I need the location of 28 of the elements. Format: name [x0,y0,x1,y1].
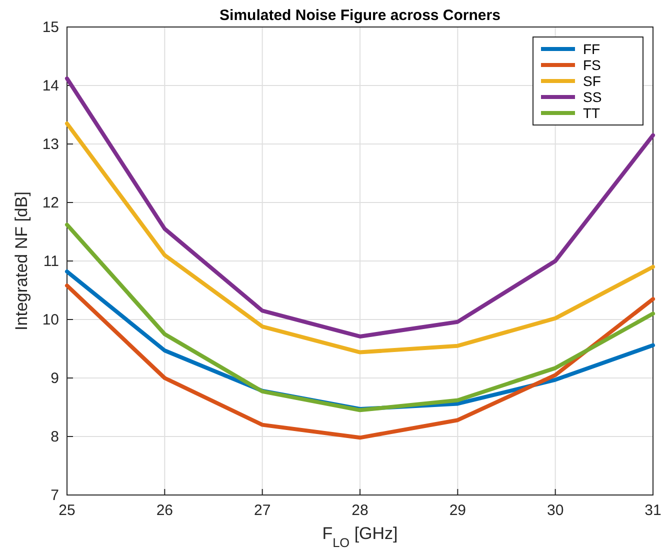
y-tick-label: 10 [42,312,59,328]
x-tick-label: 31 [644,502,662,519]
x-tick-label: 27 [254,502,271,519]
legend-label: FS [583,57,601,73]
x-tick-label: 29 [449,502,466,519]
y-tick-label: 8 [50,428,59,446]
chart-title: Simulated Noise Figure across Corners [220,7,500,24]
y-tick-label: 12 [42,194,59,212]
line-series [65,284,655,440]
legend-label: SS [583,89,602,105]
y-tick-label: 11 [43,253,59,270]
x-tick-label: 25 [58,502,76,519]
y-axis-title: Integrated NF [dB] [12,192,31,330]
y-tick-label: 7 [50,487,59,504]
y-tick-label: 14 [42,78,59,94]
y-tick-label: 15 [42,19,59,36]
legend-label: FF [583,41,600,57]
line-series [65,122,655,354]
legend-label: SF [583,73,601,89]
y-tick-label: 9 [50,370,59,387]
legend-label: TT [583,105,601,121]
line-series [65,76,655,338]
y-tick-label: 13 [42,136,59,153]
x-tick-label: 30 [546,502,564,519]
x-tick-label: 28 [352,502,368,519]
x-tick-label: 26 [156,502,174,519]
x-axis-title: F$_{LO}$ [GHz] [322,524,398,550]
line-series [65,222,655,412]
